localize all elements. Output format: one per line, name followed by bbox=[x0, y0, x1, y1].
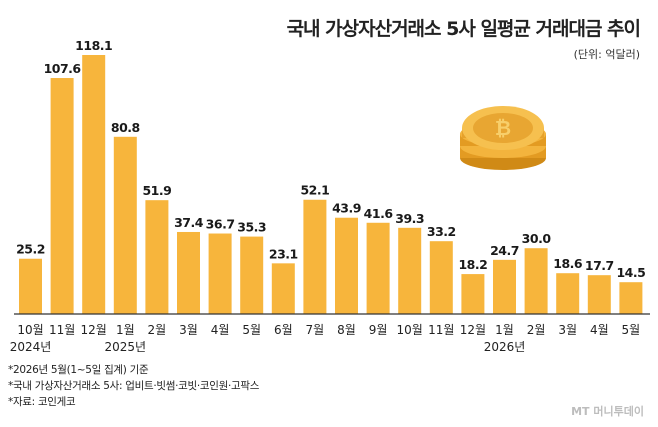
x-tick-label-15: 12월 bbox=[460, 323, 486, 337]
x-tick-label-19: 4월 bbox=[590, 323, 609, 337]
data-label-10: 52.1 bbox=[300, 183, 329, 198]
bar-11 bbox=[335, 217, 358, 314]
footnote-exchanges: *국내 가상자산거래소 5사: 업비트·빗썸·코빗·코인원·고팍스 bbox=[8, 380, 260, 392]
footnote-source: *자료: 코인게코 bbox=[8, 396, 76, 408]
x-tick-label-13: 10월 bbox=[397, 323, 423, 337]
bar-1 bbox=[19, 258, 42, 314]
x-tick-label-9: 6월 bbox=[274, 323, 293, 337]
bar-18 bbox=[556, 273, 580, 314]
bar-4 bbox=[113, 136, 137, 314]
data-label-11: 43.9 bbox=[332, 201, 361, 216]
data-label-9: 23.1 bbox=[269, 246, 298, 261]
bar-14 bbox=[429, 241, 453, 314]
bar-17 bbox=[524, 248, 548, 314]
data-label-20: 14.5 bbox=[616, 265, 645, 280]
x-tick-label-7: 4월 bbox=[211, 323, 230, 337]
x-tick-label-10: 7월 bbox=[306, 323, 325, 337]
x-tick-label-5: 2월 bbox=[148, 323, 167, 337]
bar-7 bbox=[208, 233, 232, 314]
bar-16 bbox=[493, 259, 516, 314]
data-label-8: 35.3 bbox=[237, 220, 266, 235]
data-label-6: 37.4 bbox=[174, 215, 204, 230]
x-tick-label-17: 2월 bbox=[527, 323, 546, 337]
x-tick-label-11: 8월 bbox=[337, 323, 356, 337]
data-label-13: 39.3 bbox=[395, 211, 424, 226]
footnotes: *2026년 5월(1~5일 집계) 기준 *국내 가상자산거래소 5사: 업비… bbox=[8, 362, 259, 410]
unit-label: (단위: 억달러) bbox=[573, 48, 640, 61]
bitcoin-coin-stack-icon: ₿ bbox=[460, 106, 546, 170]
footnote-date: *2026년 5월(1~5일 집계) 기준 bbox=[8, 364, 149, 376]
data-label-3: 118.1 bbox=[75, 38, 112, 53]
year-label-3: 2026년 bbox=[484, 340, 526, 354]
data-label-2: 107.6 bbox=[44, 61, 82, 76]
bar-3 bbox=[82, 55, 106, 314]
bar-8 bbox=[240, 236, 264, 314]
x-tick-label-18: 3월 bbox=[558, 323, 577, 337]
year-label-2: 2025년 bbox=[105, 340, 147, 354]
data-label-14: 33.2 bbox=[427, 224, 456, 239]
bar-6 bbox=[177, 231, 200, 314]
bar-5 bbox=[145, 200, 169, 314]
x-tick-label-8: 5월 bbox=[242, 323, 261, 337]
data-label-7: 36.7 bbox=[206, 217, 235, 232]
x-tick-label-2: 11월 bbox=[49, 323, 75, 337]
year-label-1: 2024년 bbox=[10, 340, 52, 354]
data-label-15: 18.2 bbox=[458, 257, 487, 272]
bar-15 bbox=[461, 274, 485, 314]
bar-9 bbox=[271, 263, 295, 314]
data-label-12: 41.6 bbox=[364, 206, 394, 221]
data-label-5: 51.9 bbox=[142, 183, 171, 198]
x-tick-label-12: 9월 bbox=[369, 323, 388, 337]
bar-10 bbox=[303, 199, 327, 314]
data-label-1: 25.2 bbox=[16, 242, 45, 257]
data-label-4: 80.8 bbox=[111, 120, 140, 135]
bar-19 bbox=[587, 275, 611, 314]
bar-2 bbox=[50, 78, 74, 314]
x-tick-label-20: 5월 bbox=[622, 323, 641, 337]
x-tick-label-16: 1월 bbox=[495, 323, 514, 337]
bar-12 bbox=[366, 222, 390, 314]
x-tick-label-3: 12월 bbox=[81, 323, 107, 337]
data-label-18: 18.6 bbox=[553, 256, 583, 271]
x-tick-label-6: 3월 bbox=[179, 323, 198, 337]
svg-text:₿: ₿ bbox=[495, 116, 511, 140]
x-tick-label-14: 11월 bbox=[428, 323, 454, 337]
chart-title: 국내 가상자산거래소 5사 일평균 거래대금 추이 bbox=[286, 18, 641, 40]
x-tick-label-1: 10월 bbox=[17, 323, 43, 337]
data-label-16: 24.7 bbox=[490, 243, 519, 258]
data-label-17: 30.0 bbox=[522, 231, 552, 246]
data-label-19: 17.7 bbox=[585, 258, 614, 273]
publisher-logo: MT 머니투데이 bbox=[571, 405, 644, 418]
bar-13 bbox=[398, 227, 422, 314]
bar-20 bbox=[619, 282, 643, 314]
x-tick-label-4: 1월 bbox=[116, 323, 135, 337]
